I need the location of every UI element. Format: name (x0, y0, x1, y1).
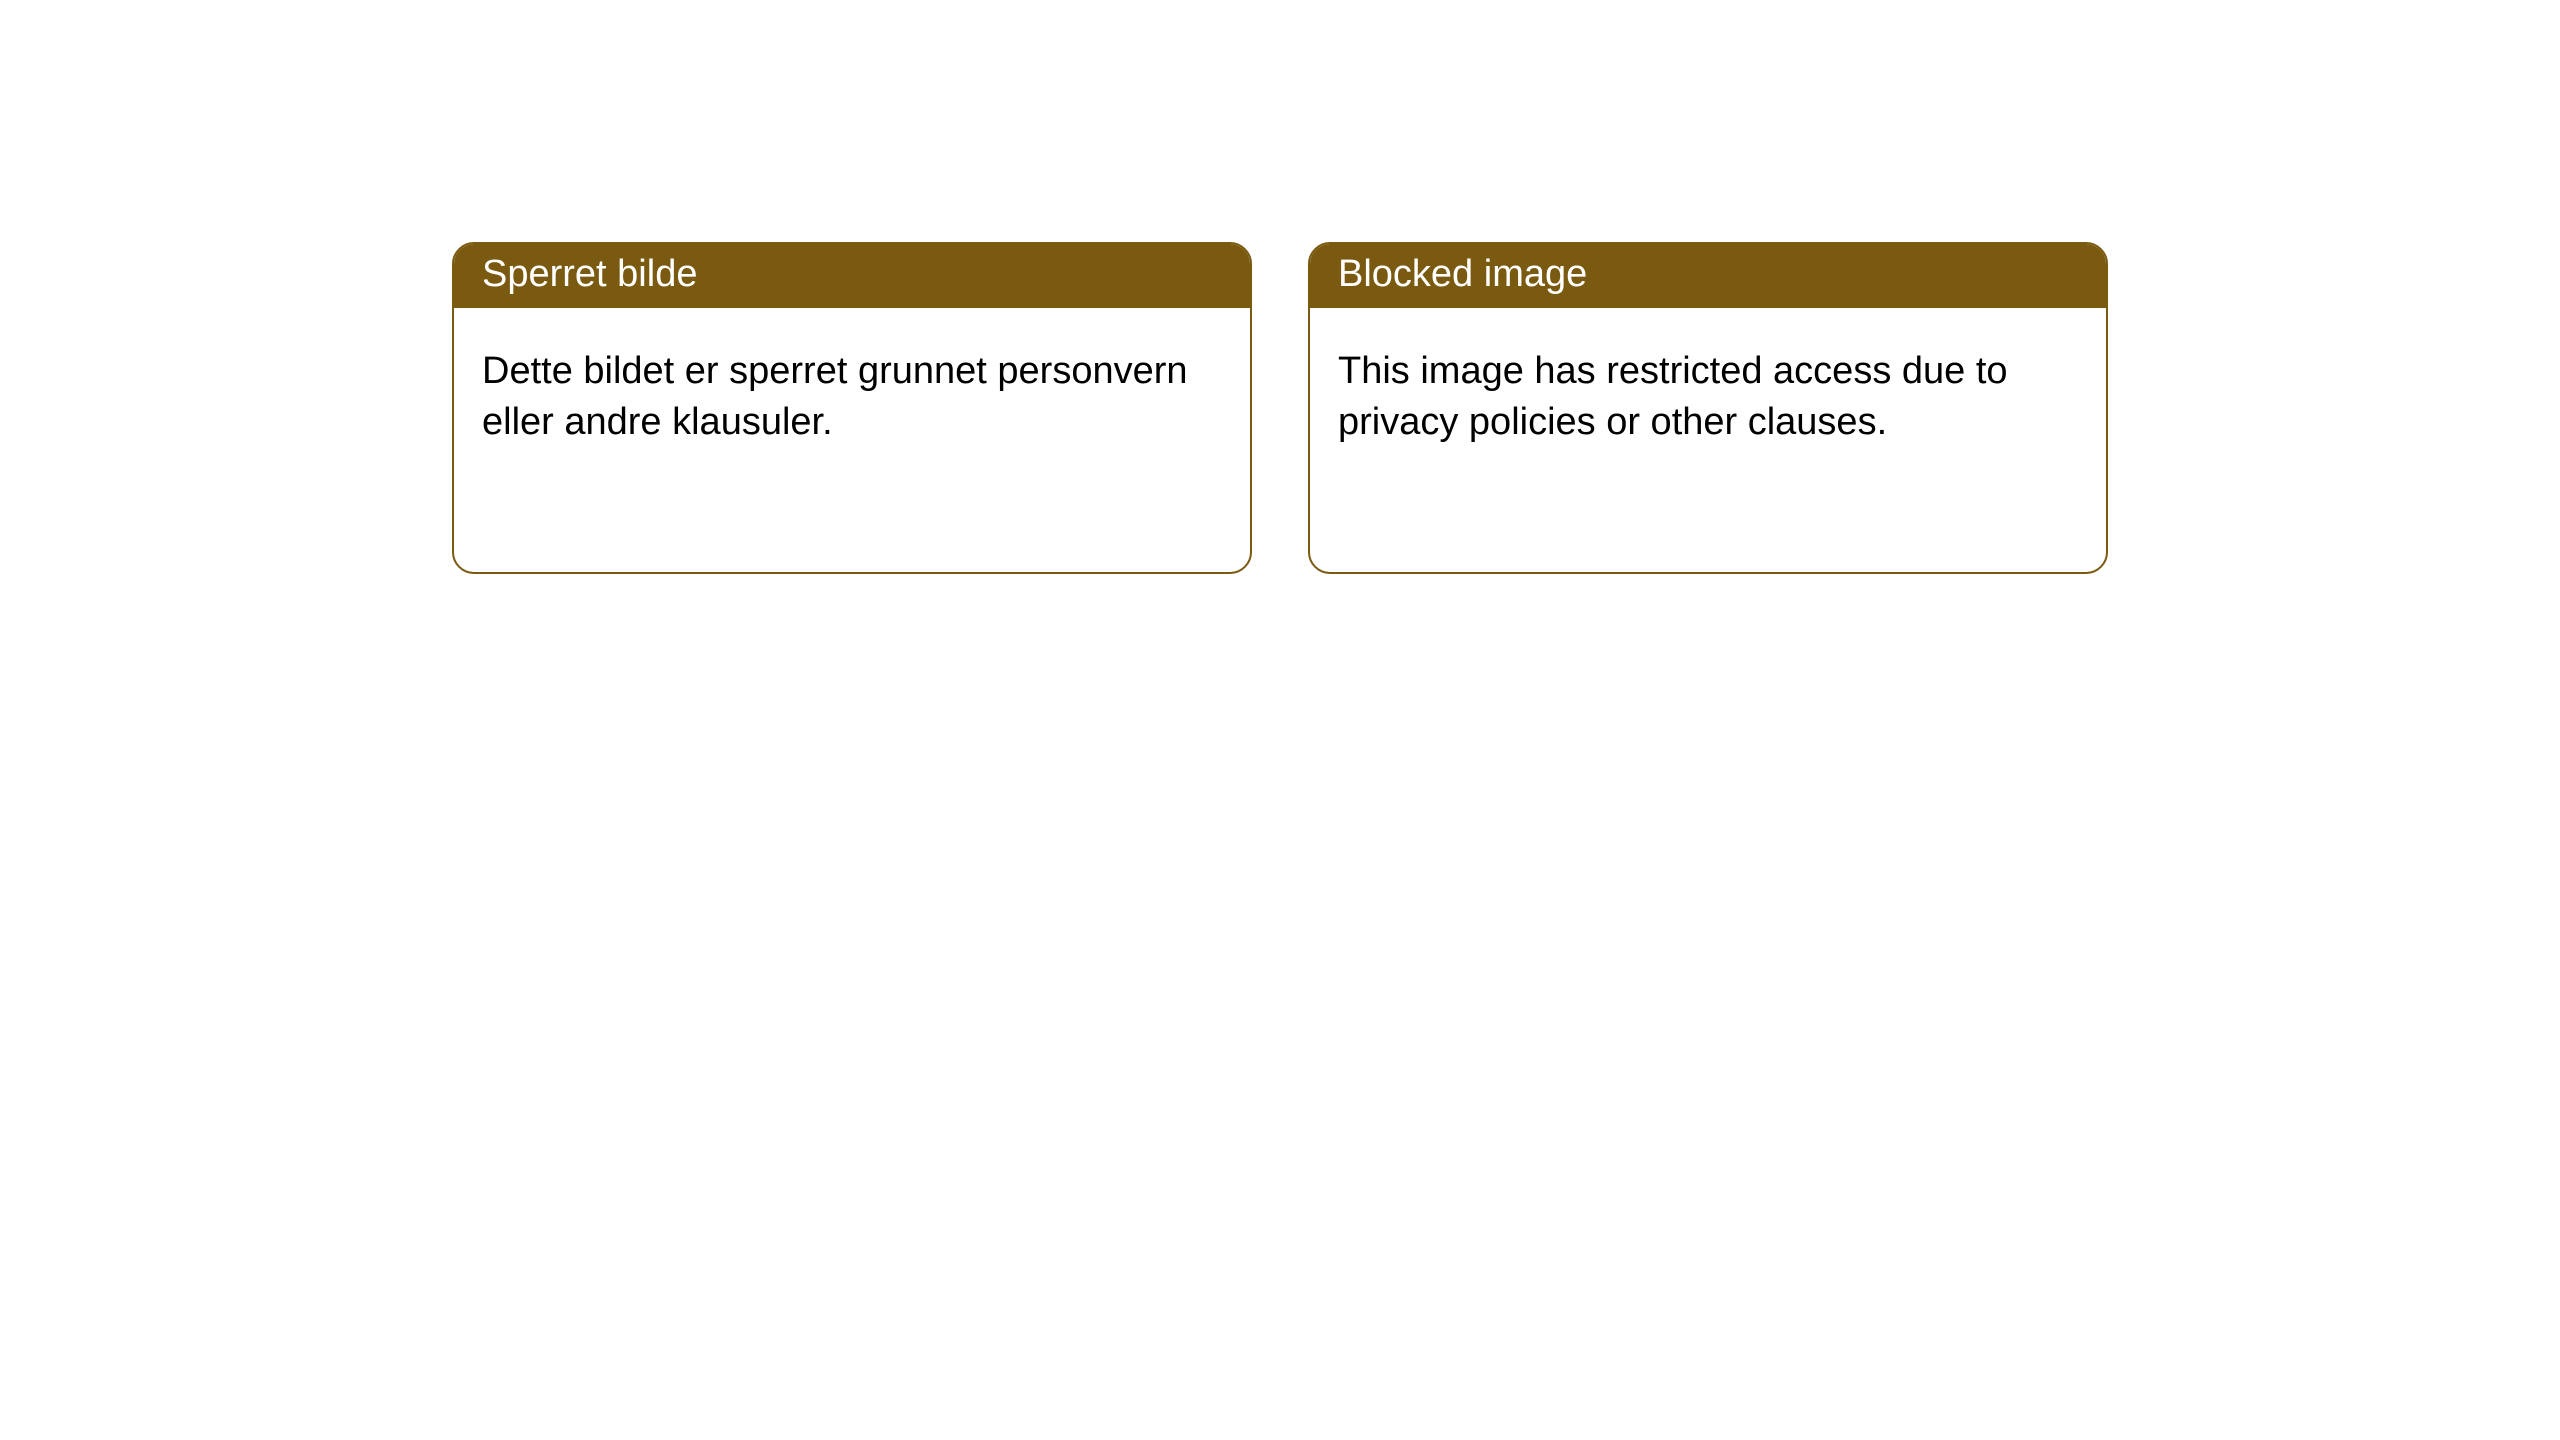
notice-body-english: This image has restricted access due to … (1310, 308, 2106, 487)
notice-card-english: Blocked image This image has restricted … (1308, 242, 2108, 574)
notice-container: Sperret bilde Dette bildet er sperret gr… (0, 0, 2560, 574)
notice-header-english: Blocked image (1310, 244, 2106, 308)
notice-header-norwegian: Sperret bilde (454, 244, 1250, 308)
notice-card-norwegian: Sperret bilde Dette bildet er sperret gr… (452, 242, 1252, 574)
notice-body-norwegian: Dette bildet er sperret grunnet personve… (454, 308, 1250, 487)
